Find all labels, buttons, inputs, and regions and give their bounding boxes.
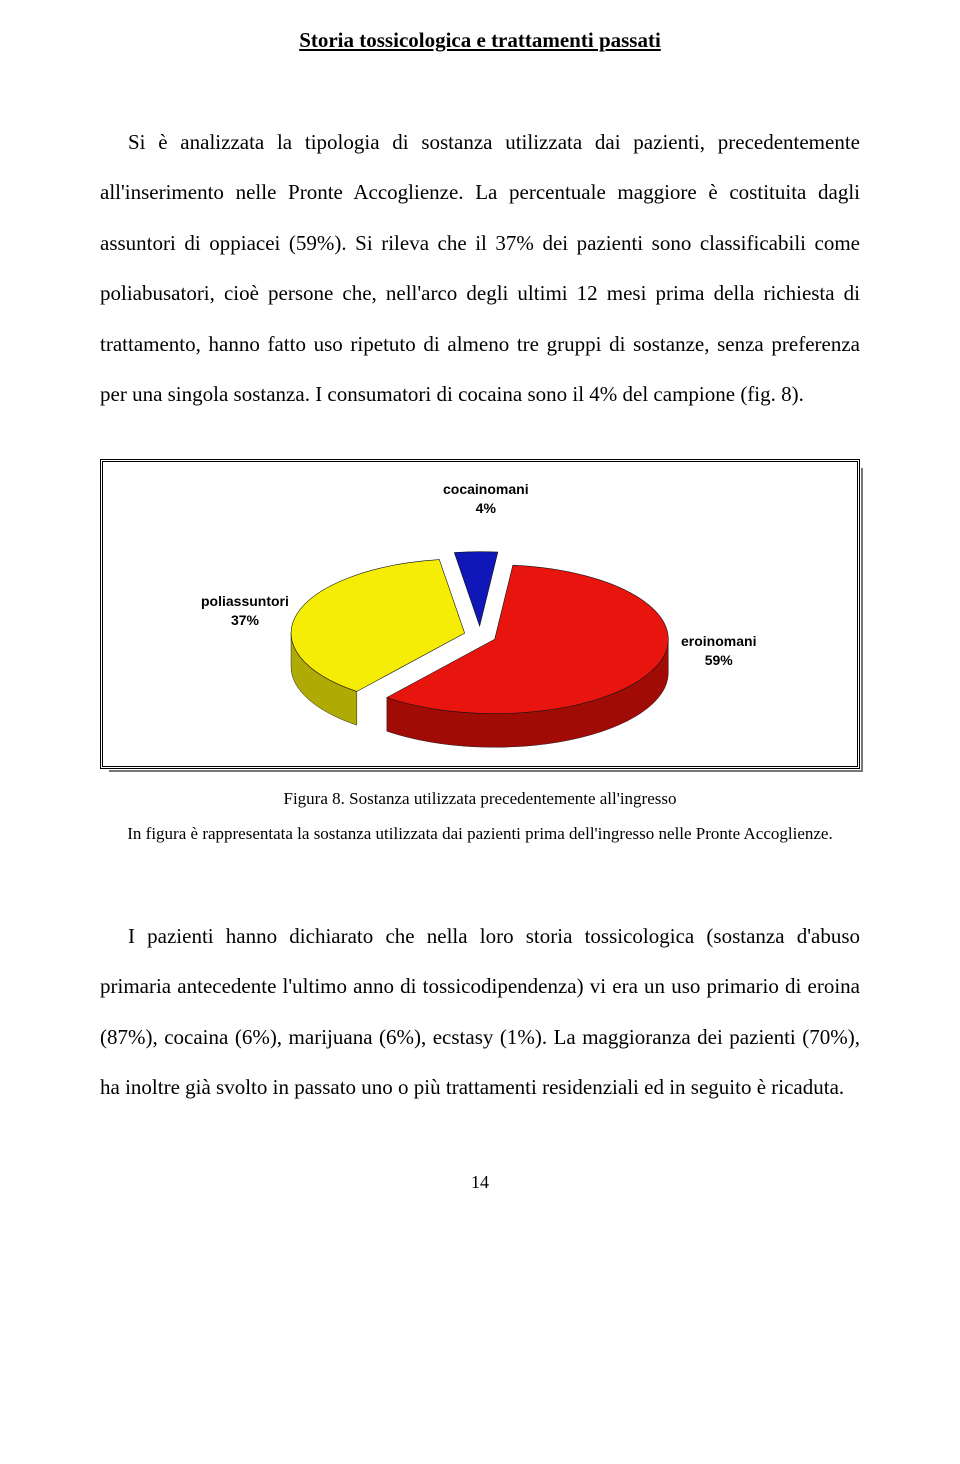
label-eroinomani-name: eroinomani (681, 633, 756, 649)
paragraph-1: Si è analizzata la tipologia di sostanza… (100, 117, 860, 419)
label-cocainomani: cocainomani 4% (443, 480, 529, 516)
pie-chart-figure: cocainomani 4% poliassuntori 37% eroinom… (100, 459, 860, 769)
page-number: 14 (100, 1172, 860, 1193)
label-cocainomani-pct: 4% (476, 500, 496, 516)
label-eroinomani: eroinomani 59% (681, 632, 756, 668)
label-poliassuntori-pct: 37% (231, 612, 259, 628)
label-cocainomani-name: cocainomani (443, 481, 529, 497)
label-poliassuntori: poliassuntori 37% (201, 592, 289, 628)
paragraph-2: I pazienti hanno dichiarato che nella lo… (100, 911, 860, 1113)
figure-caption: Figura 8. Sostanza utilizzata precedente… (100, 789, 860, 809)
label-poliassuntori-name: poliassuntori (201, 593, 289, 609)
figure-subcaption: In figura è rappresentata la sostanza ut… (100, 821, 860, 847)
label-eroinomani-pct: 59% (705, 652, 733, 668)
section-title: Storia tossicologica e trattamenti passa… (100, 28, 860, 53)
